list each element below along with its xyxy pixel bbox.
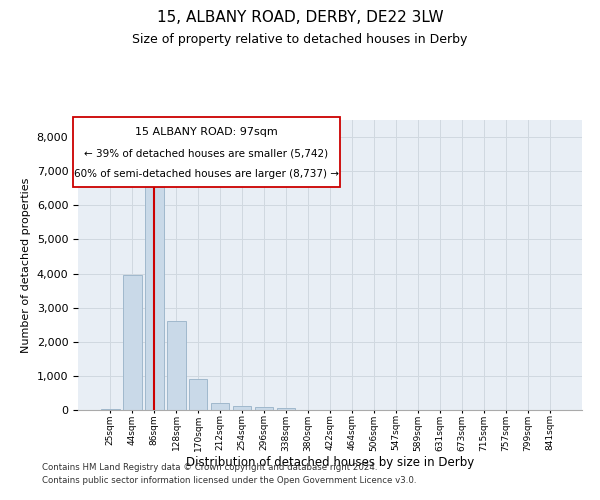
Bar — [211, 403, 229, 410]
Text: 15 ALBANY ROAD: 97sqm: 15 ALBANY ROAD: 97sqm — [135, 128, 278, 138]
Bar — [101, 409, 119, 410]
Text: 15, ALBANY ROAD, DERBY, DE22 3LW: 15, ALBANY ROAD, DERBY, DE22 3LW — [157, 10, 443, 25]
Bar — [145, 186, 164, 410]
Bar — [277, 408, 295, 410]
Bar — [123, 275, 142, 410]
Bar — [233, 406, 251, 410]
Text: Contains public sector information licensed under the Open Government Licence v3: Contains public sector information licen… — [42, 476, 416, 485]
Text: 60% of semi-detached houses are larger (8,737) →: 60% of semi-detached houses are larger (… — [74, 169, 339, 179]
Text: Contains HM Land Registry data © Crown copyright and database right 2024.: Contains HM Land Registry data © Crown c… — [42, 464, 377, 472]
Text: ← 39% of detached houses are smaller (5,742): ← 39% of detached houses are smaller (5,… — [85, 148, 329, 158]
Text: Size of property relative to detached houses in Derby: Size of property relative to detached ho… — [133, 32, 467, 46]
Bar — [167, 322, 185, 410]
Y-axis label: Number of detached properties: Number of detached properties — [21, 178, 31, 352]
X-axis label: Distribution of detached houses by size in Derby: Distribution of detached houses by size … — [186, 456, 474, 469]
Bar — [255, 407, 274, 410]
Bar — [189, 380, 208, 410]
